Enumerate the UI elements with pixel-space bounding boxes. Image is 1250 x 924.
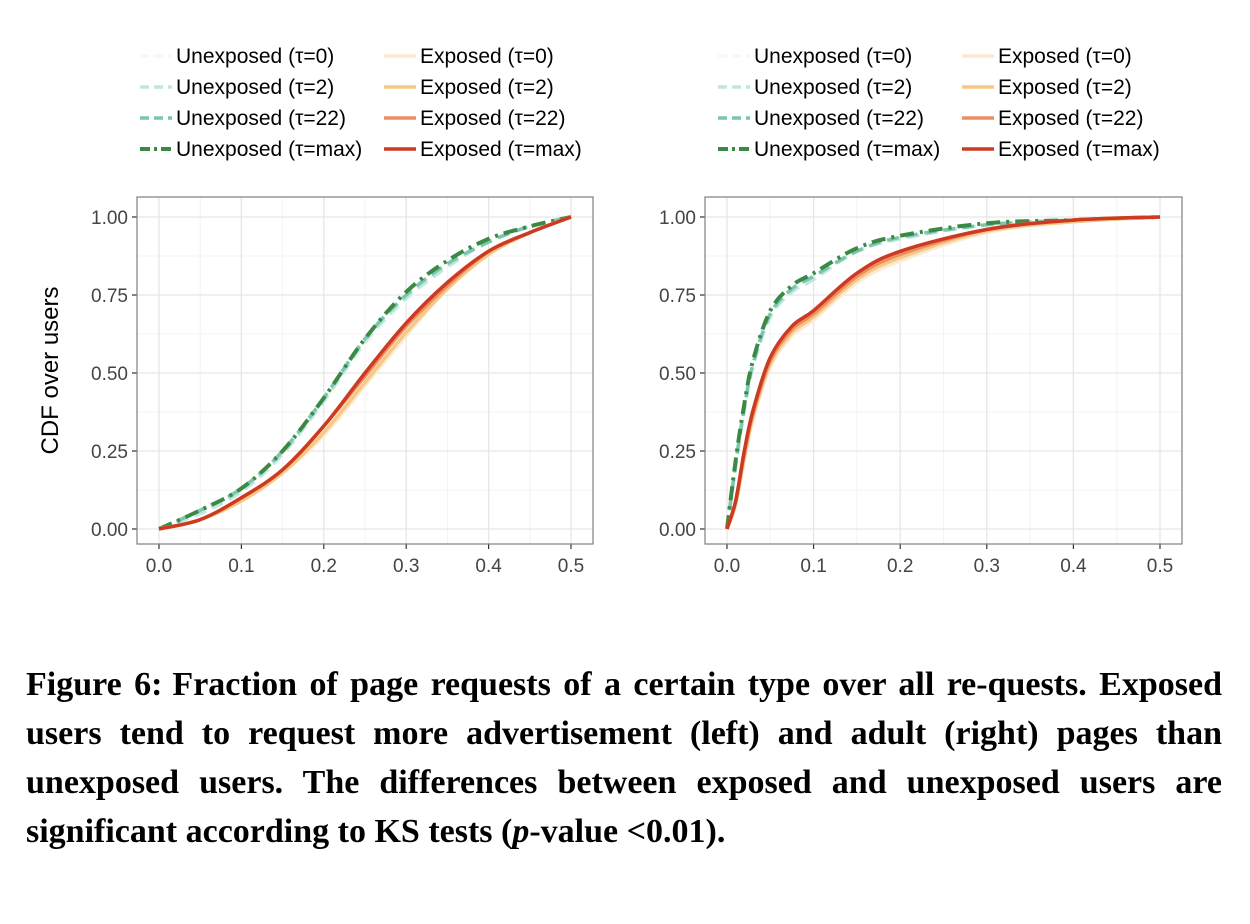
x-tick-label: 0.1 (228, 556, 254, 577)
y-axis-label: CDF over users (37, 286, 64, 454)
legend-label-6: Exposed (τ=22) (998, 107, 1143, 130)
y-tick-label: 0.75 (659, 286, 696, 307)
y-tick-label: 0.25 (91, 442, 128, 463)
x-tick-label: 0.4 (1060, 556, 1087, 577)
x-tick-label: 0.2 (311, 556, 337, 577)
legend: Unexposed (τ=0) Unexposed (τ=2) Unexposed … (140, 45, 582, 161)
legend-label-1: Unexposed (τ=2) (754, 76, 912, 99)
legend-label-2: Unexposed (τ=22) (754, 107, 924, 130)
panel-border (704, 196, 1183, 545)
series-line-7 (725, 215, 1161, 530)
x-tick-label: 0.3 (393, 556, 419, 577)
x-tick-label: 0.0 (146, 556, 172, 577)
series-line-5 (158, 215, 572, 531)
legend-label-1: Unexposed (τ=2) (176, 76, 334, 99)
caption-text-a: Fraction of page requests of a certain t… (26, 666, 1223, 850)
x-tick-label: 0.0 (714, 556, 740, 577)
legend-label-5: Exposed (τ=2) (420, 76, 554, 99)
legend-label-7: Exposed (τ=max) (420, 138, 582, 161)
x-tick-label: 0.3 (974, 556, 1000, 577)
x-tick-label: 0.4 (475, 556, 502, 577)
y-tick-label: 0.50 (91, 364, 128, 385)
legend-label-5: Exposed (τ=2) (998, 76, 1132, 99)
figure-caption: Figure 6: Fraction of page requests of a … (26, 660, 1222, 856)
panel-border (136, 196, 594, 545)
legend-label-7: Exposed (τ=max) (998, 138, 1160, 161)
caption-text-b: -value <0.01). (529, 813, 726, 850)
series-line-3 (725, 215, 1161, 530)
y-tick-label: 0.00 (91, 520, 128, 541)
x-tick-label: 0.5 (1147, 556, 1173, 577)
series-line-3 (158, 215, 572, 531)
x-tick-label: 0.5 (558, 556, 584, 577)
y-tick-label: 1.00 (91, 208, 128, 229)
legend-label-3: Unexposed (τ=max) (754, 138, 940, 161)
legend-label-2: Unexposed (τ=22) (176, 107, 346, 130)
legend-label-3: Unexposed (τ=max) (176, 138, 362, 161)
y-tick-label: 0.25 (659, 442, 696, 463)
legend-label-4: Exposed (τ=0) (998, 45, 1132, 68)
caption-p-variable: p (512, 813, 530, 850)
y-tick-label: 0.00 (659, 520, 696, 541)
series-line-7 (158, 215, 572, 531)
y-tick-label: 0.75 (91, 286, 128, 307)
x-tick-label: 0.2 (887, 556, 913, 577)
legend-label-0: Unexposed (τ=0) (754, 45, 912, 68)
y-tick-label: 0.50 (659, 364, 696, 385)
caption-label: Figure 6: (26, 666, 163, 703)
x-tick-label: 0.1 (800, 556, 826, 577)
legend-label-6: Exposed (τ=22) (420, 107, 565, 130)
chart-panel-right: 0.0 0.1 0.2 0.3 0.4 0.5 0.00 0.25 0.50 0.75 1.00 Un… (659, 45, 1183, 577)
figure: 0.0 0.1 0.2 0.3 0.4 0.5 0.00 0.25 0.50 0.75 1.00 Un… (37, 45, 1183, 577)
legend: Unexposed (τ=0) Unexposed (τ=2) Unexposed … (718, 45, 1160, 161)
chart-panel-left: 0.0 0.1 0.2 0.3 0.4 0.5 0.00 0.25 0.50 0.75 1.00 Un… (37, 45, 594, 577)
legend-label-0: Unexposed (τ=0) (176, 45, 334, 68)
y-tick-label: 1.00 (659, 208, 696, 229)
legend-label-4: Exposed (τ=0) (420, 45, 554, 68)
